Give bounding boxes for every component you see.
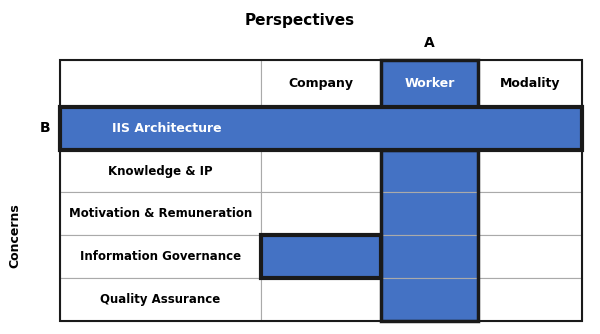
Text: Perspectives: Perspectives	[245, 13, 355, 28]
FancyBboxPatch shape	[381, 278, 478, 321]
Text: Quality Assurance: Quality Assurance	[100, 293, 221, 306]
FancyBboxPatch shape	[60, 235, 261, 278]
FancyBboxPatch shape	[261, 235, 381, 278]
FancyBboxPatch shape	[60, 150, 261, 192]
Text: Worker: Worker	[404, 77, 455, 90]
FancyBboxPatch shape	[381, 192, 478, 235]
Text: Information Governance: Information Governance	[80, 250, 241, 263]
Text: Motivation & Remuneration: Motivation & Remuneration	[69, 207, 252, 220]
FancyBboxPatch shape	[261, 60, 381, 107]
FancyBboxPatch shape	[60, 192, 261, 235]
Text: Concerns: Concerns	[8, 203, 22, 268]
FancyBboxPatch shape	[60, 278, 261, 321]
FancyBboxPatch shape	[261, 150, 381, 192]
FancyBboxPatch shape	[478, 150, 582, 192]
FancyBboxPatch shape	[381, 235, 478, 278]
Text: Company: Company	[289, 77, 353, 90]
FancyBboxPatch shape	[381, 150, 478, 192]
FancyBboxPatch shape	[60, 107, 582, 150]
Text: Knowledge & IP: Knowledge & IP	[108, 165, 213, 178]
FancyBboxPatch shape	[261, 235, 381, 278]
Text: A: A	[424, 36, 434, 50]
Text: Modality: Modality	[500, 77, 560, 90]
FancyBboxPatch shape	[261, 192, 381, 235]
FancyBboxPatch shape	[478, 278, 582, 321]
FancyBboxPatch shape	[60, 60, 261, 107]
Text: B: B	[40, 121, 50, 135]
FancyBboxPatch shape	[381, 60, 478, 107]
Text: C: C	[315, 247, 327, 266]
FancyBboxPatch shape	[478, 60, 582, 107]
Text: IIS Architecture: IIS Architecture	[112, 122, 221, 135]
FancyBboxPatch shape	[478, 235, 582, 278]
FancyBboxPatch shape	[478, 192, 582, 235]
FancyBboxPatch shape	[261, 278, 381, 321]
